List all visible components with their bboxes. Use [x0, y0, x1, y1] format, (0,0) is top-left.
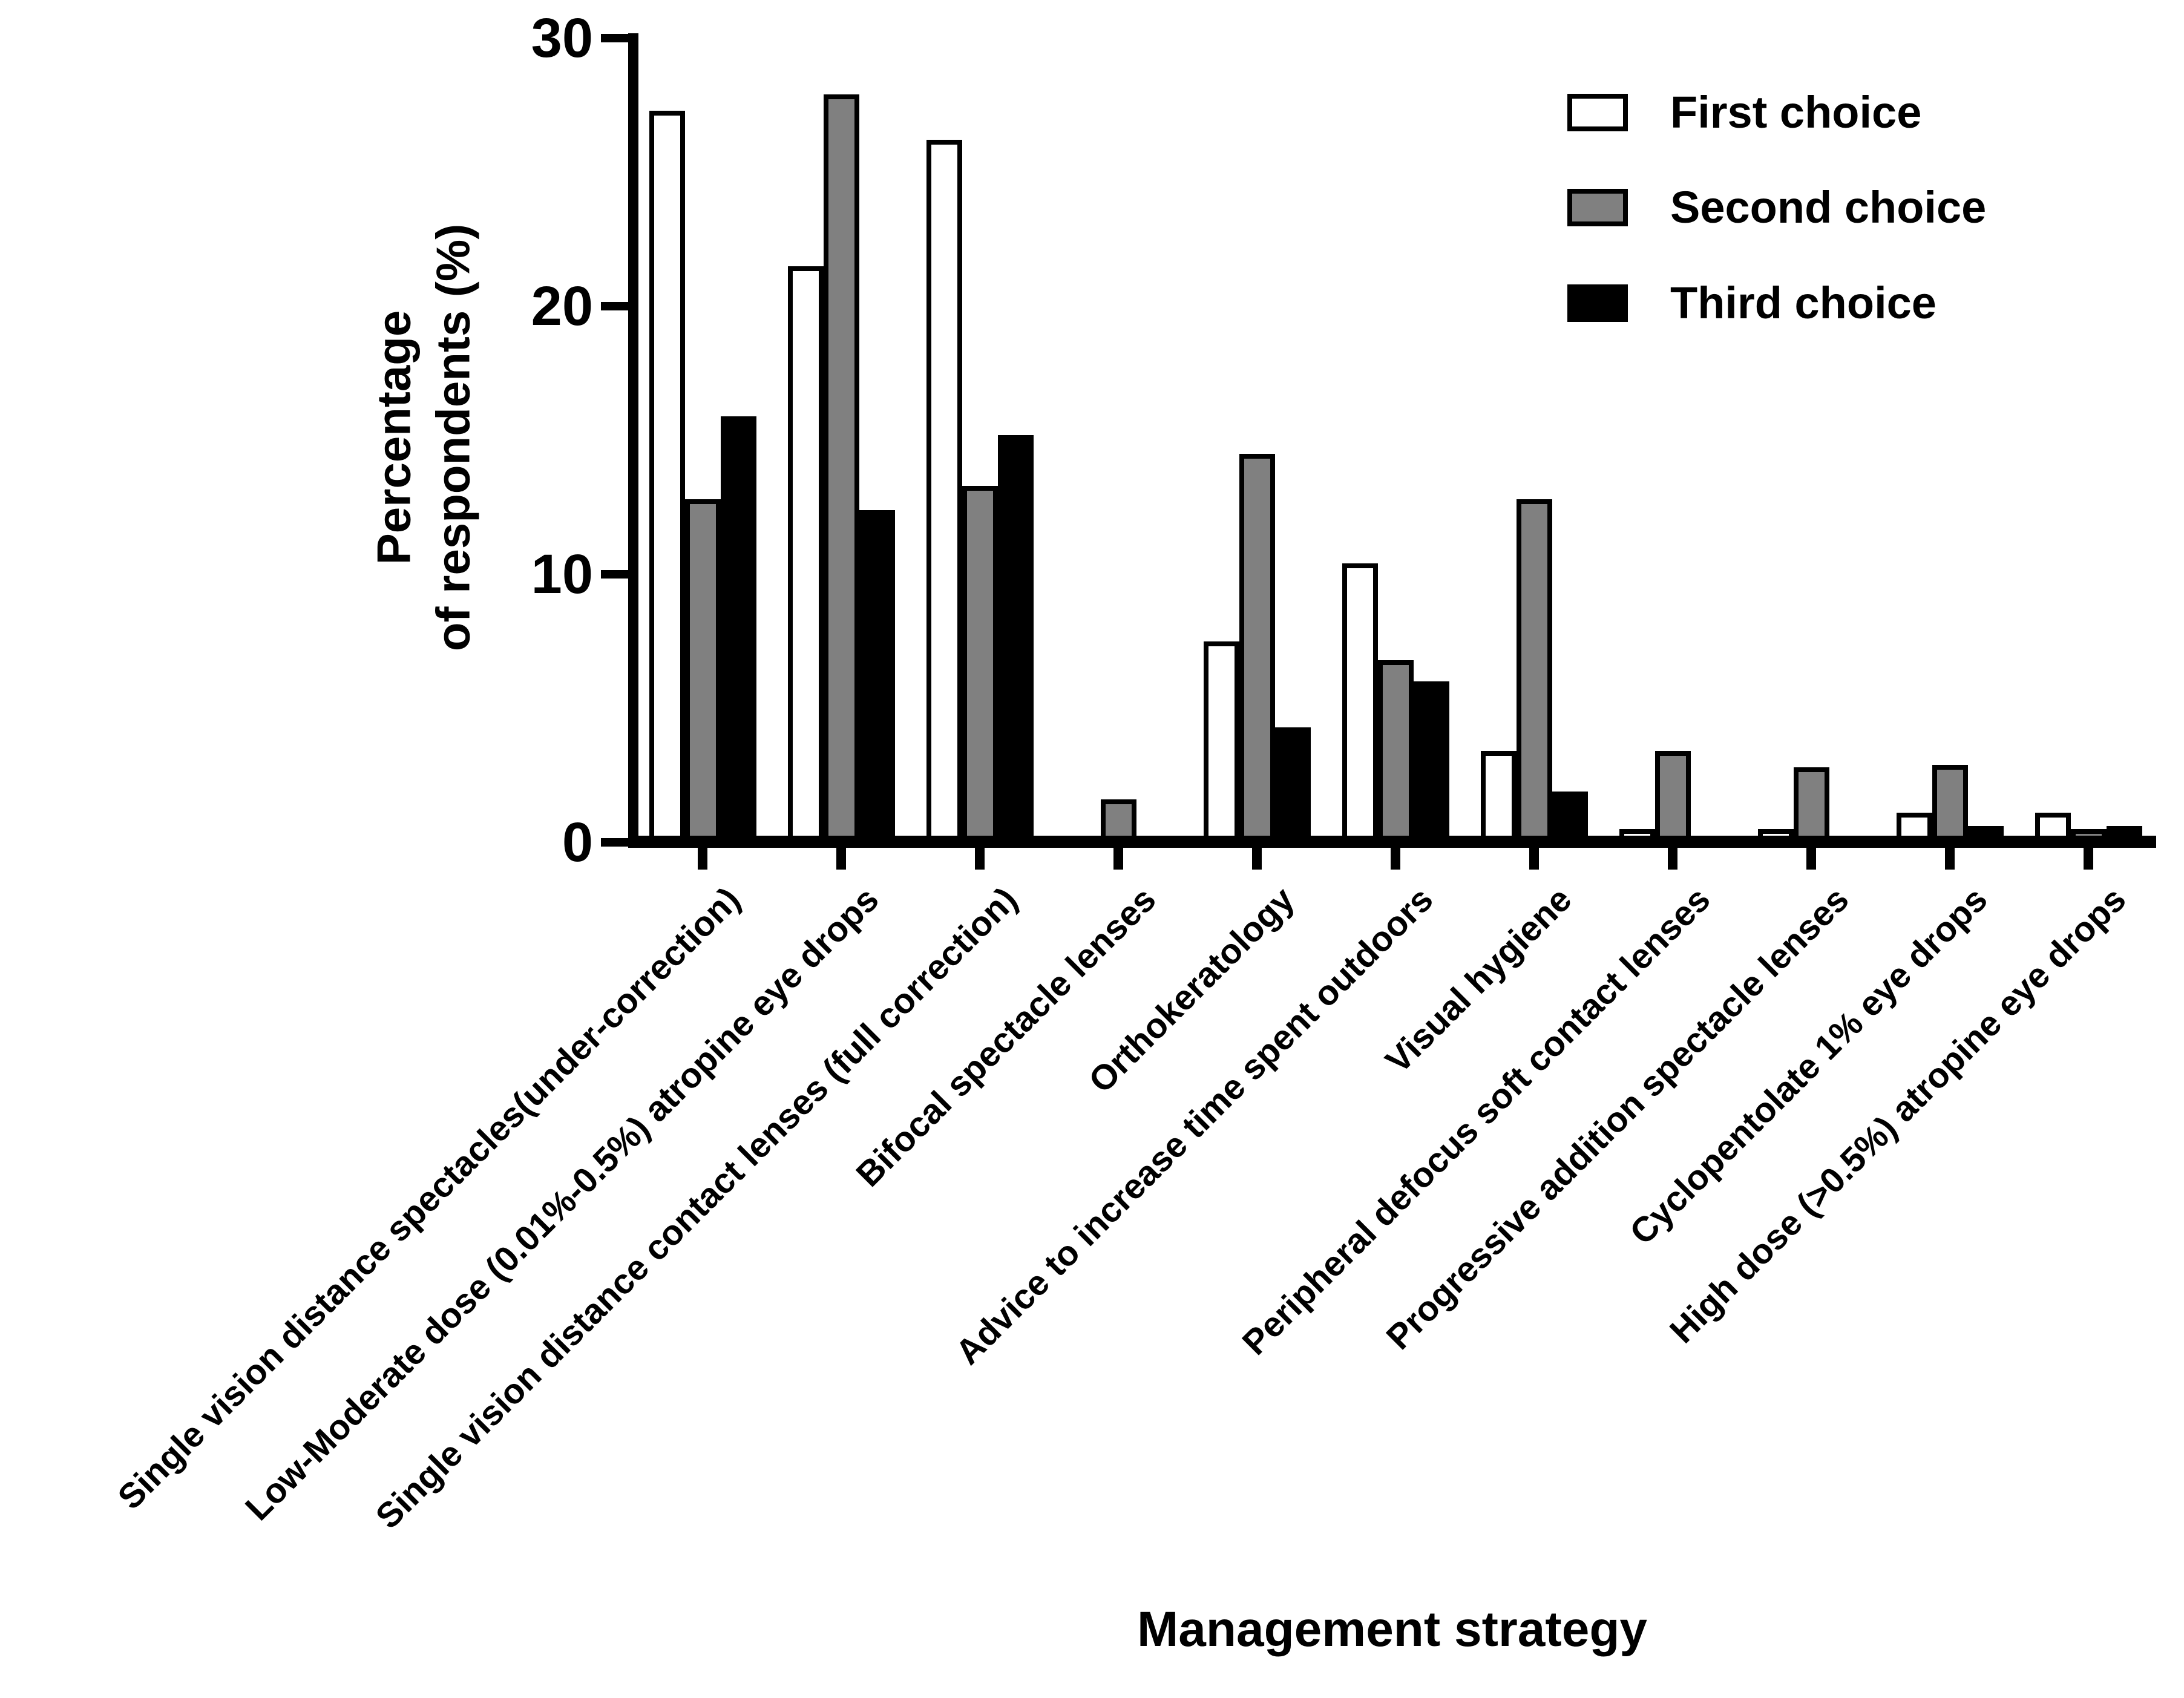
x-tick-high-dose-0-5-atropine-eye-drops	[2084, 848, 2093, 870]
bar-third-choice-visual-hygiene	[1552, 792, 1588, 842]
legend-swatch-second-choice	[1567, 189, 1628, 226]
x-tick-orthokeratology	[1252, 848, 1262, 870]
bar-first-choice-single-vision-distance-spectacles-under-correction	[649, 111, 685, 842]
legend-label-second-choice: Second choice	[1670, 182, 1987, 232]
bar-third-choice-orthokeratology	[1275, 727, 1311, 842]
y-tick-10	[601, 570, 628, 579]
bar-second-choice-progressive-addition-spectacle-lenses	[1794, 767, 1829, 842]
y-axis-title-line1: Percentage	[367, 310, 421, 565]
bar-first-choice-single-vision-distance-contact-lenses-full-correction	[926, 140, 962, 842]
y-tick-0	[601, 838, 628, 847]
bar-third-choice-single-vision-distance-spectacles-under-correction	[721, 416, 756, 842]
x-tick-visual-hygiene	[1529, 848, 1539, 870]
x-axis-line	[628, 836, 2156, 848]
x-tick-cyclopentolate-1-eye-drops	[1945, 848, 1955, 870]
legend-label-first-choice: First choice	[1670, 87, 1922, 137]
y-axis-title: Percentage of respondents (%)	[365, 224, 483, 651]
y-axis-line	[628, 33, 638, 848]
bar-second-choice-visual-hygiene	[1517, 499, 1552, 842]
bar-first-choice-orthokeratology	[1204, 641, 1239, 842]
x-tick-peripheral-defocus-soft-contact-lenses	[1668, 848, 1677, 870]
bar-third-choice-low-moderate-dose-0-01-0-5-atropine-eye-drops	[859, 510, 895, 842]
y-tick-label-20: 20	[531, 275, 593, 337]
bar-third-choice-single-vision-distance-contact-lenses-full-correction	[998, 435, 1034, 842]
bar-second-choice-orthokeratology	[1239, 454, 1275, 842]
x-tick-advice-to-increase-time-spent-outdoors	[1391, 848, 1400, 870]
legend-swatch-first-choice	[1567, 94, 1628, 131]
x-tick-single-vision-distance-spectacles-under-correction	[698, 848, 707, 870]
x-tick-bifocal-spectacle-lenses	[1113, 848, 1123, 870]
bar-first-choice-low-moderate-dose-0-01-0-5-atropine-eye-drops	[788, 266, 824, 842]
x-axis-title: Management strategy	[1136, 1602, 1648, 1657]
bar-second-choice-single-vision-distance-contact-lenses-full-correction	[962, 486, 998, 842]
x-tick-progressive-addition-spectacle-lenses	[1806, 848, 1816, 870]
y-tick-label-30: 30	[531, 7, 593, 69]
bar-second-choice-cyclopentolate-1-eye-drops	[1932, 765, 1968, 842]
bar-first-choice-visual-hygiene	[1481, 751, 1517, 842]
bar-third-choice-advice-to-increase-time-spent-outdoors	[1414, 681, 1449, 842]
bar-second-choice-single-vision-distance-spectacles-under-correction	[685, 499, 721, 842]
bar-second-choice-low-moderate-dose-0-01-0-5-atropine-eye-drops	[824, 94, 859, 842]
y-tick-30	[601, 34, 628, 42]
y-tick-20	[601, 302, 628, 310]
bar-second-choice-advice-to-increase-time-spent-outdoors	[1378, 660, 1414, 842]
legend-swatch-third-choice	[1567, 284, 1628, 322]
legend-label-third-choice: Third choice	[1670, 278, 1936, 328]
y-tick-label-10: 10	[531, 543, 593, 605]
x-tick-single-vision-distance-contact-lenses-full-correction	[975, 848, 985, 870]
x-tick-low-moderate-dose-0-01-0-5-atropine-eye-drops	[836, 848, 846, 870]
bar-first-choice-advice-to-increase-time-spent-outdoors	[1342, 563, 1378, 842]
y-axis-title-line2: of respondents (%)	[426, 223, 479, 652]
y-tick-label-0: 0	[562, 811, 593, 873]
bar-second-choice-peripheral-defocus-soft-contact-lenses	[1655, 751, 1691, 842]
